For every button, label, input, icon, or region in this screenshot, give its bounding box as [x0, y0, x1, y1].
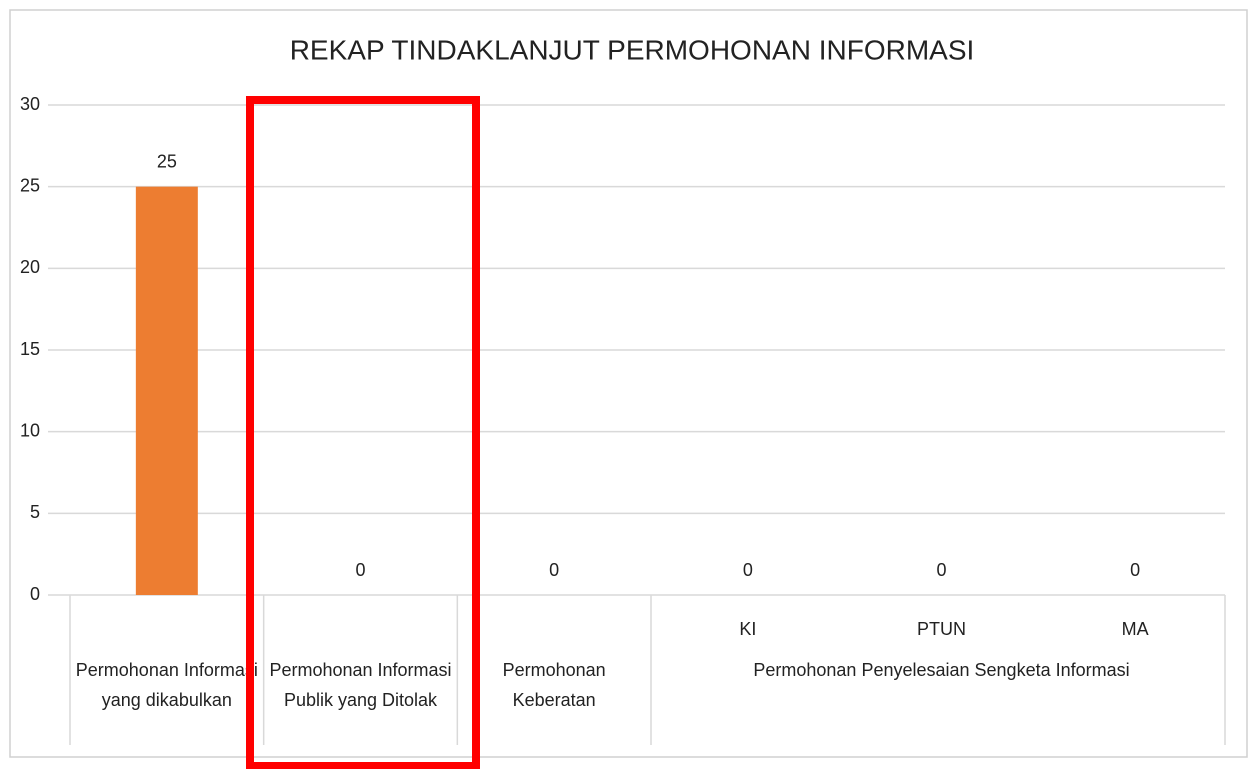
y-tick-label: 25	[20, 175, 40, 195]
data-label: 0	[549, 560, 559, 580]
y-tick-label: 15	[20, 339, 40, 359]
chart-title: REKAP TINDAKLANJUT PERMOHONAN INFORMASI	[290, 34, 975, 65]
x-group-label: Permohonan Informasi Publik yang Ditolak	[269, 660, 452, 710]
y-tick-label: 30	[20, 94, 40, 114]
data-label: 0	[936, 560, 946, 580]
y-tick-label: 10	[20, 420, 40, 440]
y-tick-label: 5	[30, 502, 40, 522]
data-label: 0	[1130, 560, 1140, 580]
data-label: 0	[355, 560, 365, 580]
group-label-box: Permohonan Keberatan	[502, 660, 606, 710]
data-label: 25	[157, 151, 177, 171]
x-group-label: Permohonan Informasi yang dikabulkan	[75, 660, 258, 710]
x-tick-label: KI	[739, 619, 756, 639]
x-tick-label: MA	[1122, 619, 1149, 639]
group-label-box: Permohonan Informasi yang dikabulkan	[75, 660, 258, 710]
x-tick-label: PTUN	[917, 619, 966, 639]
chart-border	[9, 9, 1248, 758]
group-label-box: Permohonan Penyelesaian Sengketa Informa…	[753, 660, 1130, 680]
highlight-box	[246, 96, 480, 769]
data-label: 0	[743, 560, 753, 580]
y-tick-label: 0	[30, 584, 40, 604]
x-group-label: Permohonan Penyelesaian Sengketa Informa…	[753, 660, 1130, 680]
group-label-box: Permohonan Informasi Publik yang Ditolak	[269, 660, 452, 710]
y-tick-label: 20	[20, 257, 40, 277]
bar	[135, 186, 198, 595]
x-group-label: Permohonan Keberatan	[502, 660, 606, 710]
